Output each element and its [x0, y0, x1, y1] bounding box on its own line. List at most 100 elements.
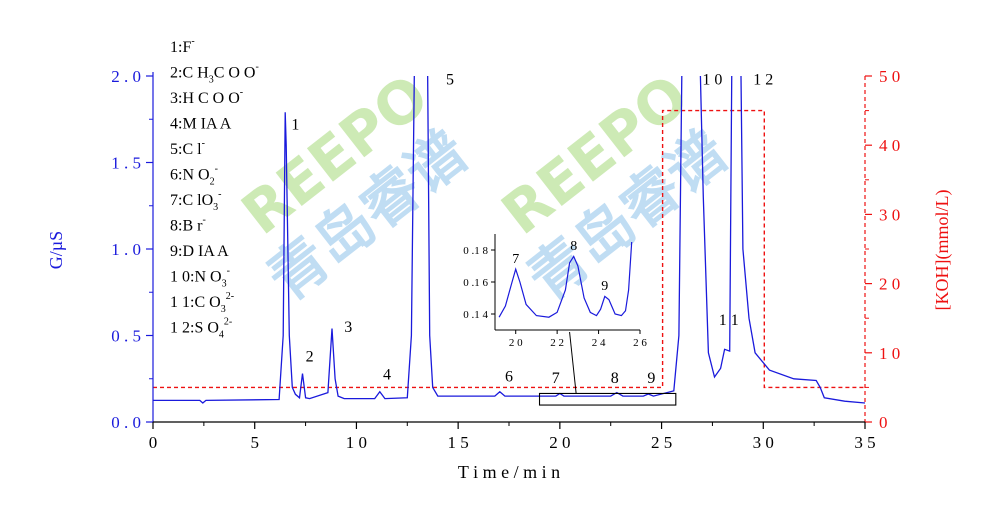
legend-entry-superscript: - [227, 266, 230, 277]
legend-entry: 7:C lO3- [170, 189, 221, 213]
legend-entry-formula: M IA A [182, 116, 231, 133]
legend-entry-number: 6: [170, 167, 182, 184]
left-axis-tick-label: 0 . 0 [111, 413, 141, 432]
peak-label-12: 1 1 [719, 312, 739, 329]
legend-entry-formula: C lO [182, 192, 213, 209]
legend-entry-number: 8: [170, 218, 182, 235]
legend-entry-number: 1: [170, 39, 182, 56]
bottom-axis-tick-label: 1 0 [346, 433, 367, 452]
legend-entry-number: 3: [170, 90, 182, 107]
inset-x-tick-label: 2 0 [509, 337, 523, 349]
legend-entry-superscript: - [191, 36, 194, 47]
legend-entry-subscript: 3 [213, 202, 218, 213]
signal-line [153, 76, 865, 404]
peak-label-11: 1 2 [753, 72, 773, 89]
peak-label-7: 7 [552, 370, 560, 387]
left-axis-title: G/µS [46, 231, 66, 269]
left-axis-tick-label: 1 . 0 [111, 240, 141, 259]
legend-entry: 1 0:N O3- [170, 266, 230, 290]
peak-label-10: 1 0 [702, 72, 722, 89]
legend-entry-subscript: 2 [210, 177, 215, 188]
legend-entry-formula: C l [182, 141, 202, 158]
legend-entry-superscript: - [240, 87, 243, 98]
legend-entry-number: 2: [170, 65, 182, 82]
inset-y-tick-label: 0 .1 8 [463, 245, 488, 257]
peak-label-layer: 1 2 3 4 5 6 7 8 9 1 0 1 2 1 1 [291, 72, 773, 387]
peak-label-8: 8 [611, 370, 619, 387]
inset-peak-label-2: 8 [570, 239, 577, 254]
legend-entry: 8:B r- [170, 215, 206, 235]
legend-entry-superscript: - [202, 138, 205, 149]
legend-entry-formula: N O [182, 167, 209, 184]
legend-entry-superscript: - [218, 189, 221, 200]
legend-entry: 5:C l- [170, 138, 205, 158]
legend-entry-formula: H C O O [182, 90, 239, 107]
legend-entry-formula: C H [182, 65, 209, 82]
bottom-axis-tick-label: 2 5 [651, 433, 672, 452]
peak-label-6: 6 [505, 368, 513, 385]
inset-y-tick-label: 0 .1 6 [463, 277, 488, 289]
legend-entry-number: 1 0: [170, 269, 194, 286]
right-axis-tick-label: 4 0 [879, 136, 900, 155]
legend-entry: 9:D IA A [170, 243, 229, 260]
legend-entry-subscript: 3 [209, 75, 214, 86]
signal-layer [153, 76, 865, 404]
bottom-axis-title: T i m e / m i n [458, 462, 560, 482]
legend-entry-formula: C O [194, 294, 220, 311]
legend-entry-formula: N O [194, 269, 221, 286]
bottom-axis-tick-label: 1 5 [448, 433, 469, 452]
peak-label-9: 9 [647, 370, 655, 387]
legend-entry: 2:C H3C O O- [170, 62, 259, 86]
left-axis-tick-label: 0 . 5 [111, 327, 141, 346]
inset-peak-label-1: 7 [512, 252, 519, 267]
right-axis-tick-label: 5 0 [879, 67, 900, 86]
axes-layer: 0 . 0 0 . 5 1 . 0 1 . 5 2 . 0 G/µS 0 1 0 2 0 3 0 4… [46, 67, 953, 482]
bottom-axis-tick-label: 0 [149, 433, 158, 452]
legend-entry-superscript: - [215, 164, 218, 175]
inset-peak-label-3: 9 [601, 279, 608, 294]
legend-entry-subscript: 4 [219, 330, 224, 341]
right-axis-tick-label: 0 [879, 413, 888, 432]
legend-entry-superscript: 2- [224, 317, 232, 328]
peak-label-1: 1 [291, 117, 299, 134]
inset-layer: 0 .1 4 0 .1 6 0 .1 8 2 0 2 2 2 4 2 6 7 8 9 [463, 234, 677, 406]
left-axis-tick-label: 2 . 0 [111, 67, 141, 86]
inset-y-tick-label: 0 .1 4 [463, 309, 488, 321]
legend-entry: 1:F- [170, 36, 195, 56]
inset-connector-line [569, 331, 577, 394]
inset-x-tick-label: 2 4 [592, 337, 606, 349]
legend-entry-formula: F [182, 39, 191, 56]
right-axis-tick-label: 1 0 [879, 344, 900, 363]
legend-entry: 6:N O2- [170, 164, 218, 188]
legend-entry-formula: D IA A [182, 243, 229, 260]
legend-entry: 4:M IA A [170, 116, 232, 133]
legend-entry-formula: B r [182, 218, 203, 235]
legend-entry-number: 1 1: [170, 294, 194, 311]
legend-layer: 1:F-2:C H3C O O-3:H C O O-4:M IA A5:C l-… [170, 36, 259, 341]
legend-entry: 1 1:C O32- [170, 291, 234, 315]
bottom-axis-tick-label: 3 5 [854, 433, 875, 452]
legend-entry: 1 2:S O42- [170, 317, 232, 341]
legend-entry-number: 7: [170, 192, 182, 209]
inset-x-tick-label: 2 2 [550, 337, 564, 349]
right-axis-tick-label: 3 0 [879, 205, 900, 224]
legend-entry-number: 4: [170, 116, 182, 133]
inset-signal-line [498, 241, 633, 318]
inset-zoom-box [538, 392, 677, 406]
bottom-axis-tick-label: 2 0 [549, 433, 570, 452]
legend-entry-formula-rest: C O O [214, 65, 256, 82]
legend-entry: 3:H C O O- [170, 87, 243, 107]
peak-label-4: 4 [383, 367, 391, 384]
right-axis-title: [KOH](mmol/L) [932, 190, 953, 311]
peak-label-2: 2 [306, 348, 314, 365]
legend-entry-number: 9: [170, 243, 182, 260]
bottom-axis-tick-label: 3 0 [753, 433, 774, 452]
left-axis-tick-label: 1 . 5 [111, 154, 141, 173]
legend-entry-subscript: 3 [221, 304, 226, 315]
legend-entry-formula: S O [194, 320, 218, 337]
legend-entry-superscript: 2- [226, 291, 234, 302]
peak-label-5: 5 [446, 72, 454, 89]
